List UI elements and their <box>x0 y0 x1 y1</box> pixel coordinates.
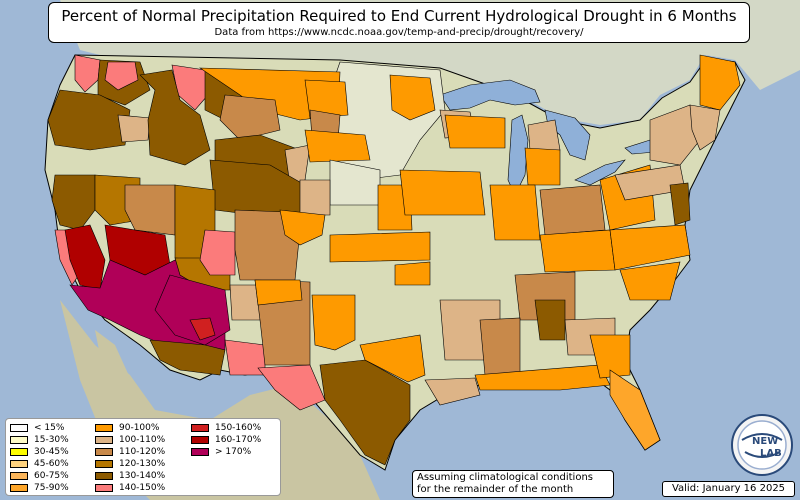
valid-date: Valid: January 16 2025 <box>662 481 795 497</box>
legend-swatch <box>95 472 113 480</box>
legend-swatch <box>191 436 209 444</box>
region-idaho <box>139 69 211 166</box>
region-alabama <box>534 299 566 341</box>
legend-label: 75-90% <box>34 483 69 493</box>
legend-swatch <box>95 484 113 492</box>
region-oregon-east <box>117 114 151 143</box>
region-texas-panhandle <box>311 294 356 351</box>
legend-label: 100-110% <box>119 435 166 445</box>
legend-label: 60-75% <box>34 471 69 481</box>
logo-text-bottom: LAB <box>760 448 782 459</box>
region-kansas <box>329 231 431 263</box>
region-oregon <box>47 89 131 151</box>
legend: < 15% 15-30% 30-45% 45-60% 60-75% 75-90% 90-10… <box>5 418 281 496</box>
assumption-note: Assuming climatological conditions for t… <box>412 470 614 498</box>
legend-item: > 170% <box>191 446 281 458</box>
legend-item: 15-30% <box>10 434 95 446</box>
region-gulf-coast <box>474 364 611 391</box>
legend-item: 130-140% <box>95 470 191 482</box>
legend-swatch <box>10 436 28 444</box>
legend-item: 150-160% <box>191 422 281 434</box>
legend-label: 15-30% <box>34 435 69 445</box>
region-mississippi <box>479 317 521 376</box>
region-washington-inland <box>104 61 139 91</box>
legend-item: 120-130% <box>95 458 191 470</box>
region-nebraska-west <box>304 129 371 163</box>
legend-label: 150-160% <box>215 423 262 433</box>
region-maryland <box>669 182 691 226</box>
legend-swatch <box>95 436 113 444</box>
legend-label: 30-45% <box>34 447 69 457</box>
legend-label: 130-140% <box>119 471 166 481</box>
map-title: Percent of Normal Precipitation Required… <box>61 7 737 25</box>
region-iowa <box>444 114 506 149</box>
region-oklahoma <box>394 261 431 286</box>
legend-item: 30-45% <box>10 446 95 458</box>
legend-item: 60-75% <box>10 470 95 482</box>
region-florida <box>609 369 661 451</box>
legend-swatch <box>10 424 28 432</box>
region-north-carolina <box>619 261 681 301</box>
legend-swatch <box>10 484 28 492</box>
lake-erie <box>574 159 626 186</box>
legend-swatch <box>95 424 113 432</box>
region-arizona-south <box>149 339 226 376</box>
legend-item: < 15% <box>10 422 95 434</box>
legend-swatch <box>10 472 28 480</box>
legend-swatch <box>10 460 28 468</box>
legend-item: 160-170% <box>191 434 281 446</box>
region-colorado-east <box>299 179 331 216</box>
region-new-mexico-central <box>254 279 303 306</box>
region-nevada-central <box>124 184 176 236</box>
region-new-york <box>649 104 701 166</box>
region-maine <box>699 54 741 111</box>
legend-label: < 15% <box>34 423 65 433</box>
legend-item: 75-90% <box>10 482 95 494</box>
newlab-logo-icon: NEW LAB <box>731 414 793 476</box>
region-kentucky <box>539 229 616 273</box>
legend-item: 100-110% <box>95 434 191 446</box>
legend-item: 140-150% <box>95 482 191 494</box>
legend-item: 45-60% <box>10 458 95 470</box>
region-texas-east <box>359 334 426 383</box>
region-washington-coast <box>74 54 101 93</box>
region-florida-north <box>589 334 631 379</box>
region-utah-southeast <box>199 229 236 276</box>
legend-swatch <box>10 448 28 456</box>
region-virginia <box>609 224 691 271</box>
region-louisiana <box>424 377 481 406</box>
legend-swatch <box>191 448 209 456</box>
region-new-mexico-west <box>189 317 216 341</box>
legend-label: 110-120% <box>119 447 166 457</box>
legend-label: 160-170% <box>215 435 262 445</box>
logo-text-top: NEW <box>752 436 778 447</box>
region-new-england <box>689 104 721 151</box>
legend-swatch <box>191 424 209 432</box>
region-iowa-south <box>399 169 486 216</box>
legend-item: 90-100% <box>95 422 191 434</box>
legend-label: 90-100% <box>119 423 160 433</box>
lake-superior <box>439 79 541 111</box>
region-michigan-south <box>524 147 561 186</box>
legend-swatch <box>95 448 113 456</box>
region-ohio <box>539 184 606 236</box>
region-colorado-front-range <box>279 209 326 246</box>
region-texas-far-west <box>257 364 326 411</box>
assumption-note-line1: Assuming climatological conditions <box>417 472 593 483</box>
legend-label: 45-60% <box>34 459 69 469</box>
region-minnesota <box>389 74 436 121</box>
legend-label: 140-150% <box>119 483 166 493</box>
region-north-dakota <box>304 79 349 119</box>
legend-label: 120-130% <box>119 459 166 469</box>
assumption-note-line2: for the remainder of the month <box>417 484 574 495</box>
legend-item: 110-120% <box>95 446 191 458</box>
legend-swatch <box>95 460 113 468</box>
legend-label: > 170% <box>215 447 252 457</box>
title-box: Percent of Normal Precipitation Required… <box>48 2 750 43</box>
region-indiana <box>489 184 541 241</box>
map-subtitle: Data from https://www.ncdc.noaa.gov/temp… <box>214 27 584 38</box>
region-texas-central <box>319 359 411 466</box>
